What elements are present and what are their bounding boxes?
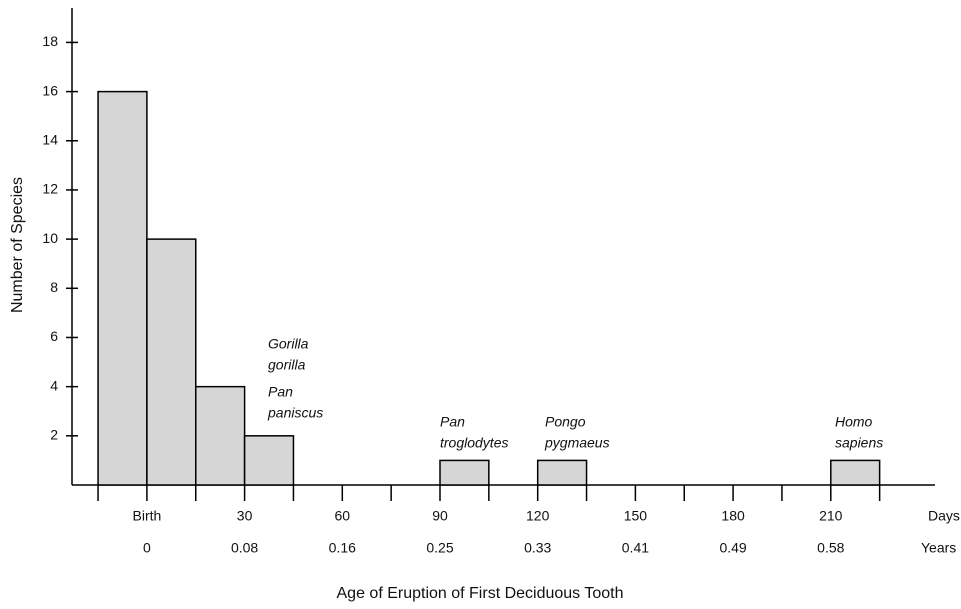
- annotation: Gorilla: [268, 336, 309, 352]
- year-label: 0.41: [622, 540, 649, 556]
- bar: [97, 90, 148, 486]
- x-tick-label: Birth: [133, 508, 162, 524]
- bar: [536, 459, 588, 486]
- annotation: Homo: [835, 414, 873, 430]
- x-tick-label: 30: [237, 508, 253, 524]
- year-label: 0.08: [231, 540, 258, 556]
- x-tick-label: 60: [335, 508, 351, 524]
- annotation: gorilla: [268, 357, 306, 373]
- year-label: 0.49: [719, 540, 746, 556]
- bar: [195, 385, 246, 486]
- annotation: Pan: [440, 414, 465, 430]
- y-tick-label: 4: [50, 377, 58, 393]
- bar: [243, 435, 295, 486]
- bar: [439, 459, 490, 486]
- x-tick-label: 90: [432, 508, 448, 524]
- annotation: sapiens: [835, 435, 883, 451]
- annotation: troglodytes: [440, 435, 508, 451]
- year-label: 0.58: [817, 540, 844, 556]
- x-tick-label: 150: [624, 508, 648, 524]
- y-tick-label: 10: [42, 230, 58, 246]
- year-label: 0.25: [426, 540, 453, 556]
- annotation: Pan: [268, 384, 293, 400]
- y-tick-label: 14: [42, 131, 58, 147]
- annotation: paniscus: [267, 405, 323, 421]
- x-tick-label: 120: [526, 508, 550, 524]
- y-tick-label: 16: [42, 82, 58, 98]
- year-unit: Years: [921, 540, 956, 556]
- y-tick-label: 6: [50, 328, 58, 344]
- annotation: pygmaeus: [544, 435, 610, 451]
- x-axis-label: Age of Eruption of First Deciduous Tooth: [337, 585, 624, 602]
- y-axis-label: Number of Species: [9, 177, 26, 313]
- bar: [830, 459, 881, 486]
- x-unit: Days: [928, 508, 960, 524]
- year-label: 0.33: [524, 540, 551, 556]
- y-tick-label: 8: [50, 279, 58, 295]
- year-label: 0: [143, 540, 151, 556]
- x-tick-label: 180: [721, 508, 745, 524]
- bar: [146, 238, 197, 486]
- y-tick-label: 12: [42, 181, 58, 197]
- y-tick-label: 18: [42, 33, 58, 49]
- annotation: Pongo: [545, 414, 586, 430]
- x-tick-label: 210: [819, 508, 843, 524]
- year-label: 0.16: [329, 540, 356, 556]
- y-tick-label: 2: [50, 427, 58, 443]
